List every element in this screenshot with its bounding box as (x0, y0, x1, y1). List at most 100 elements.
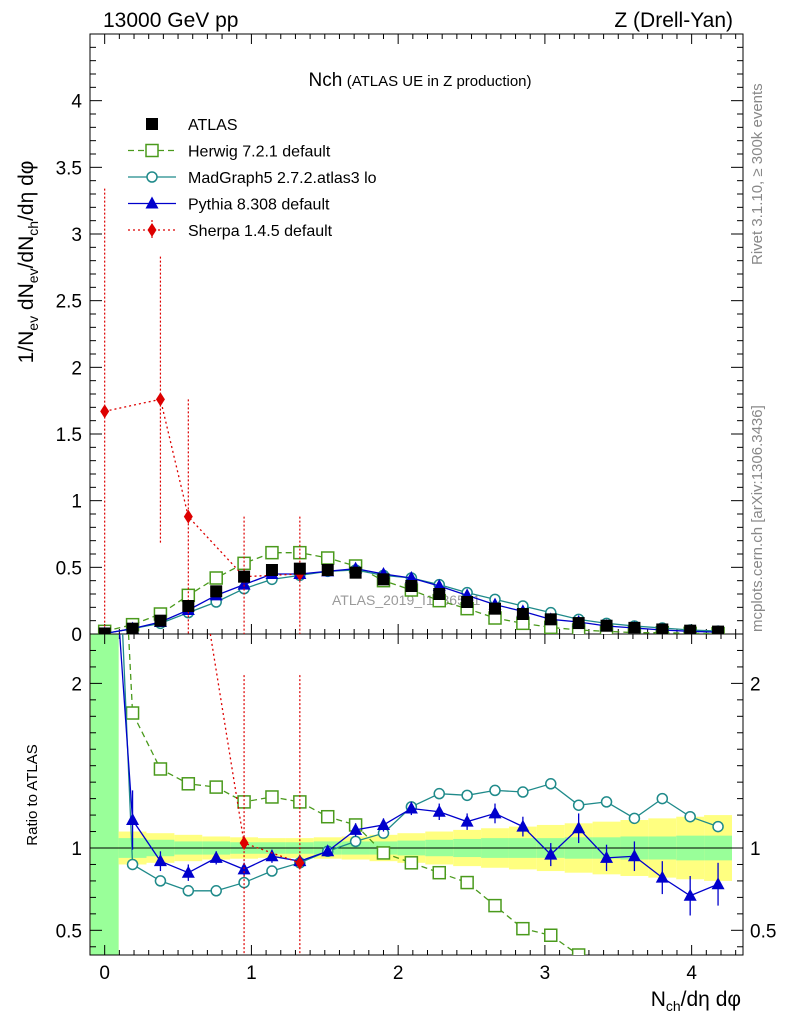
madgraph5-ratio-point (461, 789, 473, 802)
pythia-ratio-point (126, 813, 140, 826)
x-tick-label: 0 (99, 963, 110, 984)
herwig-ratio-point (265, 790, 279, 804)
ratio-tick-label-right: 0.5 (750, 921, 776, 942)
axes-frames: 0 1 2 3 4 0 0.5 1 1.5 2 2.5 3 3.5 4 0.5 0.5 1 1 2 2 (56, 33, 776, 984)
pythia-ratio-point (349, 822, 363, 835)
ratio-frame (89, 633, 744, 956)
herwig-ratio-point (432, 865, 446, 880)
herwig-ratio-point (516, 921, 530, 936)
madgraph5-ratio-point (433, 787, 445, 800)
header-left: 13000 GeV pp (103, 9, 238, 32)
sherpa-point (183, 509, 193, 524)
ratio-tick-label-right: 2 (750, 674, 761, 695)
atlas-point (265, 564, 278, 576)
ratio-uncertainty-band (90, 634, 732, 955)
atlas-point (321, 564, 334, 576)
herwig-point (320, 551, 335, 565)
x-tick-label: 1 (246, 963, 257, 984)
atlas-point (210, 585, 223, 598)
pythia-ratio-point (209, 850, 223, 863)
legend-label-madgraph5: MadGraph5 2.7.2.atlas3 lo (188, 170, 377, 187)
ratio-tick-label: 2 (71, 674, 82, 695)
madgraph5-ratio-point (489, 784, 501, 797)
madgraph5-ratio-point (349, 835, 362, 848)
legend-label-atlas: ATLAS (188, 117, 238, 134)
legend-label-herwig: Herwig 7.2.1 default (188, 144, 331, 161)
herwig-ratio-point (488, 898, 502, 913)
series-layer (97, 188, 725, 955)
atlas-point (126, 622, 139, 634)
atlas-point (684, 624, 697, 634)
madgraph5-ratio-point (545, 778, 557, 790)
sherpa-ratio-point (295, 855, 305, 870)
pythia-ratio-point (600, 850, 614, 863)
atlas-point (349, 566, 362, 579)
ratio-y-axis-label: Ratio to ATLAS (24, 744, 41, 845)
madgraph5-ratio-point (628, 812, 641, 825)
pythia-ratio-point (265, 849, 279, 862)
pythia-ratio-point (711, 877, 725, 890)
herwig-ratio-point (571, 948, 586, 955)
atlas-point (489, 602, 502, 615)
x-tick-label: 3 (540, 963, 551, 984)
atlas-point (516, 608, 529, 620)
ratio-tick-label: 1 (71, 839, 82, 860)
pythia-ratio-point (404, 801, 418, 814)
herwig-ratio-point (376, 846, 391, 860)
herwig-ratio-point (237, 795, 251, 809)
herwig-point (237, 556, 251, 571)
pythia-ratio-point (683, 888, 697, 901)
atlas-point (98, 627, 111, 634)
madgraph5-ratio-point (712, 820, 724, 833)
atlas-point (461, 596, 474, 608)
y-tick-label: 2.5 (56, 292, 82, 313)
legend-label-pythia: Pythia 8.308 default (188, 197, 330, 214)
atlas-point (293, 562, 306, 575)
herwig-ratio-point (460, 875, 474, 890)
herwig-ratio-point (404, 856, 419, 870)
herwig-point (265, 545, 279, 560)
ratio-series (119, 634, 725, 955)
pythia-ratio-point (655, 870, 669, 883)
ratio-tick-label: 0.5 (56, 921, 82, 942)
sherpa-point (100, 404, 110, 419)
atlas-point (405, 580, 418, 592)
x-tick-label: 4 (686, 963, 697, 984)
madgraph5-ratio-point (154, 875, 167, 887)
atlas-point (572, 617, 585, 630)
pythia-ratio-point (321, 844, 335, 857)
madgraph5-ratio-point (600, 796, 613, 808)
madgraph5-ratio-point (656, 792, 669, 805)
y-tick-label: 1.5 (56, 425, 82, 446)
madgraph5-ratio-point (238, 876, 250, 889)
atlas-point (600, 619, 613, 632)
atlas-point (712, 625, 725, 634)
herwig-ratio-point (293, 795, 307, 809)
pythia-ratio-point (572, 821, 586, 834)
pythia-ratio-point (544, 847, 558, 860)
y-tick-label: 2 (71, 358, 82, 379)
pythia-ratio-point (627, 849, 641, 862)
madgraph5-ratio-point (517, 786, 529, 798)
atlas-point (377, 573, 390, 586)
sherpa-ratio-line (209, 634, 301, 864)
herwig-ratio-point (125, 706, 140, 720)
herwig-ratio-point (153, 762, 168, 776)
mcplots-label: mcplots.cern.ch [arXiv:1306.3436] (749, 405, 766, 632)
herwig-ratio-point (544, 928, 558, 942)
legend: ATLAS Herwig 7.2.1 default MadGraph5 2.7.2… (128, 117, 377, 240)
herwig-ratio-point (181, 777, 196, 791)
atlas-point (433, 588, 446, 600)
y-tick-label: 3.5 (56, 158, 82, 179)
legend-marker-pythia (145, 196, 159, 209)
madgraph5-ratio-point (210, 885, 222, 897)
madgraph5-ratio-point (126, 858, 139, 871)
pythia-ratio-point (153, 854, 167, 867)
x-axis-label: Nch/dη dφ (651, 988, 741, 1014)
legend-marker-herwig (145, 143, 159, 158)
atlas-point (628, 621, 641, 634)
chart-title: Nch (ATLAS UE in Z production) (308, 70, 531, 91)
madgraph5-ratio-point (684, 810, 696, 823)
legend-label-sherpa: Sherpa 1.4.5 default (188, 223, 333, 240)
